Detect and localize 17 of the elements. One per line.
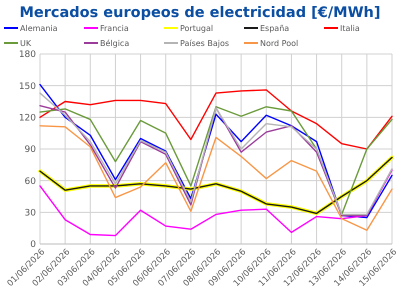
legend-label: UK (20, 38, 32, 48)
legend-label: Alemania (20, 24, 58, 33)
chart-title: Mercados europeos de electricidad [€/MWh] (19, 5, 381, 21)
legend-label: Italia (340, 24, 360, 33)
y-tick-label: 90 (24, 145, 36, 156)
legend-label: Nord Pool (260, 38, 298, 48)
y-tick-label: 0 (30, 240, 36, 250)
legend-label: Bélgica (100, 38, 130, 48)
y-tick-label: 120 (18, 113, 36, 124)
legend-label: Francia (100, 24, 129, 33)
legend-label: Países Bajos (180, 38, 230, 48)
y-tick-label: 30 (24, 208, 36, 218)
y-tick-label: 60 (24, 176, 36, 187)
legend-label: España (260, 24, 290, 33)
y-tick-label: 150 (18, 82, 36, 92)
y-tick-label: 180 (18, 50, 36, 60)
legend-label: Portugal (180, 24, 214, 33)
